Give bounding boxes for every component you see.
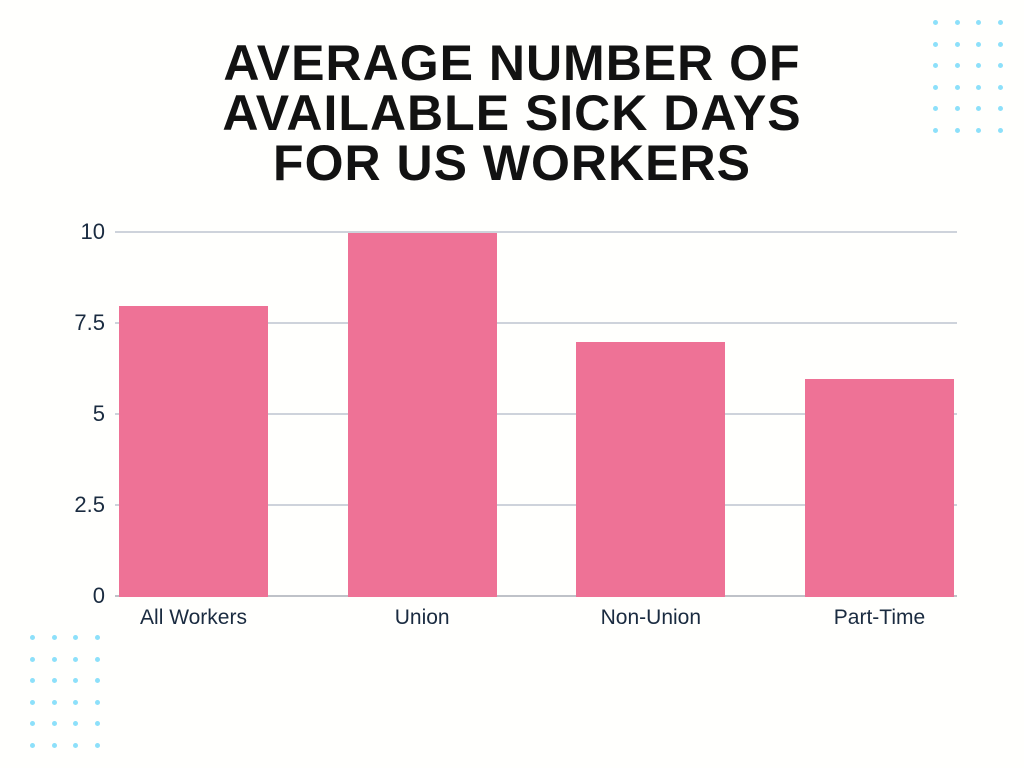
dot (73, 656, 78, 662)
dot (73, 635, 78, 640)
dot (997, 20, 1003, 25)
dot (73, 721, 78, 726)
dot (976, 84, 981, 90)
decorative-dots-top-right (933, 20, 1003, 133)
x-label-all-workers: All Workers (140, 606, 247, 629)
dot (997, 41, 1003, 47)
dot (954, 84, 960, 90)
dot (51, 678, 57, 683)
chart-title-line-1: AVERAGE NUMBER OF (223, 35, 801, 91)
dot (30, 635, 35, 640)
y-tick-10: 10 (80, 219, 105, 244)
dot (73, 678, 78, 683)
dot (997, 106, 1003, 111)
gridline-10 (115, 231, 957, 233)
dot (954, 20, 960, 25)
x-axis-baseline (115, 595, 957, 597)
dot (954, 127, 960, 133)
dot (30, 699, 35, 705)
chart-title-line-3: FOR US WORKERS (273, 135, 751, 191)
dot (94, 635, 100, 640)
dot (933, 63, 938, 68)
dot (30, 721, 35, 726)
dot (51, 742, 57, 748)
bar-union (347, 233, 497, 597)
dot (933, 20, 938, 25)
gridline-2-5 (115, 504, 957, 506)
dot (976, 41, 981, 47)
dot (933, 106, 938, 111)
dot (954, 106, 960, 111)
y-tick-5: 5 (92, 401, 105, 426)
dot (976, 127, 981, 133)
chart-title-line-2: AVAILABLE SICK DAYS (222, 85, 802, 141)
dot (933, 41, 938, 47)
decorative-dots-bottom-left (30, 635, 100, 748)
dot (51, 635, 57, 640)
dot (30, 656, 35, 662)
dot (73, 742, 78, 748)
dot (73, 699, 78, 705)
dot (997, 84, 1003, 90)
dot (976, 63, 981, 68)
dot (976, 20, 981, 25)
bar-non-union (576, 342, 726, 597)
x-label-non-union: Non-Union (600, 606, 702, 629)
bar-part-time (805, 378, 954, 597)
dot (94, 721, 100, 726)
dot (51, 699, 57, 705)
dot (94, 742, 100, 748)
dot (30, 678, 35, 683)
dot (933, 127, 938, 133)
gridline-5 (115, 413, 957, 415)
dot (933, 84, 938, 90)
dot (51, 656, 57, 662)
gridline-7-5 (115, 322, 957, 324)
dot (954, 63, 960, 68)
chart-title: AVERAGE NUMBER OF AVAILABLE SICK DAYS FO… (0, 38, 1024, 188)
dot (94, 678, 100, 683)
y-tick-7-5: 7.5 (74, 310, 105, 335)
dot (997, 63, 1003, 68)
y-tick-0: 0 (92, 583, 105, 608)
x-label-union: Union (394, 606, 450, 629)
dot (954, 41, 960, 47)
dot (94, 699, 100, 705)
y-tick-2-5: 2.5 (74, 492, 105, 517)
bar-all-workers (119, 305, 268, 597)
dot (51, 721, 57, 726)
dot (997, 127, 1003, 133)
dot (30, 742, 35, 748)
x-label-part-time: Part-Time (833, 606, 926, 629)
dot (94, 656, 100, 662)
dot (976, 106, 981, 111)
